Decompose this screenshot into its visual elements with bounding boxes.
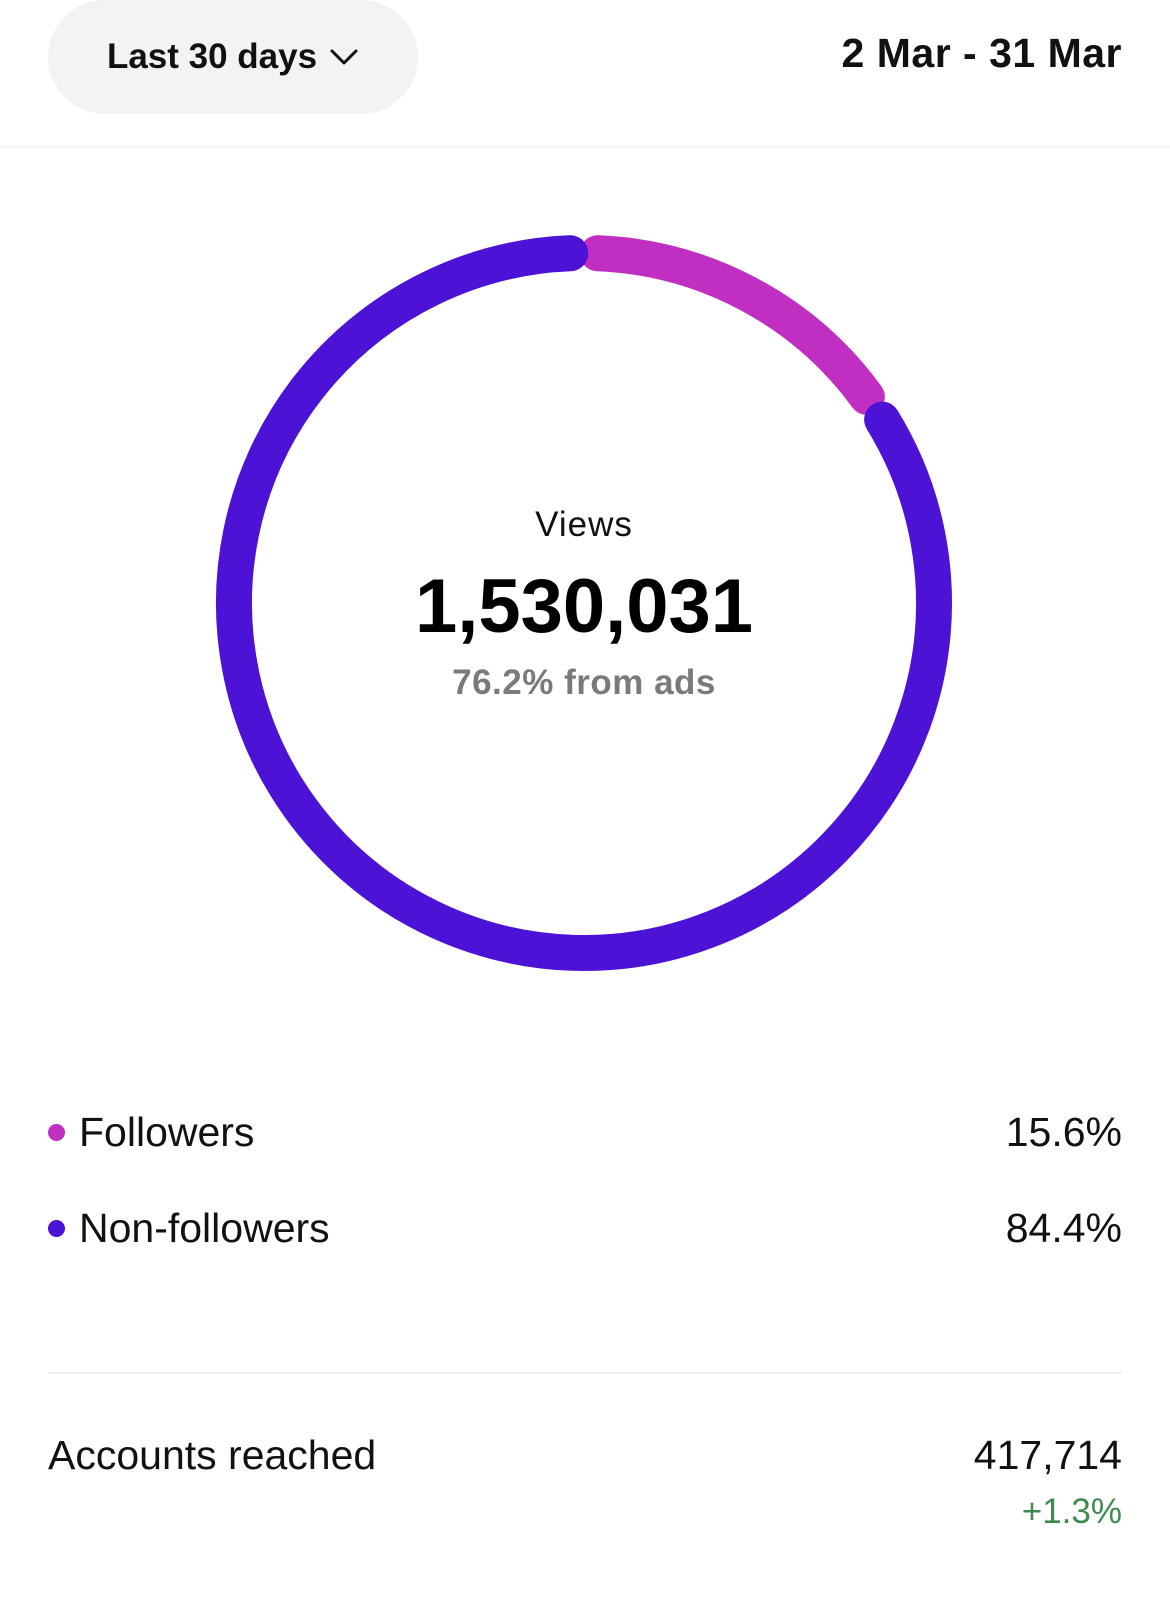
accounts-reached-label: Accounts reached [48,1432,377,1478]
donut-segment-non-followers [216,235,952,971]
legend-item-non-followers: Non-followers 84.4% [48,1198,1122,1258]
legend-label-followers: Followers [79,1108,255,1155]
chevron-down-icon [330,49,358,65]
followers-dot-icon [48,1123,65,1141]
top-bar: Last 30 days 2 Mar - 31 Mar [0,0,1170,148]
legend-item-followers: Followers 15.6% [48,1102,1122,1162]
legend-label-non-followers: Non-followers [79,1204,330,1251]
accounts-reached-value: 417,714 [973,1432,1122,1478]
legend-value-followers: 15.6% [1005,1108,1122,1155]
legend-value-non-followers: 84.4% [1005,1204,1122,1251]
section-divider [48,1372,1122,1374]
accounts-reached-change: +1.3% [1021,1492,1122,1531]
date-range-dropdown[interactable]: Last 30 days [48,0,418,114]
non-followers-dot-icon [48,1219,65,1237]
date-range-text: 2 Mar - 31 Mar [841,30,1122,76]
views-donut-chart [216,235,952,971]
date-range-dropdown-label: Last 30 days [106,37,318,76]
donut-segment-followers [579,235,885,415]
